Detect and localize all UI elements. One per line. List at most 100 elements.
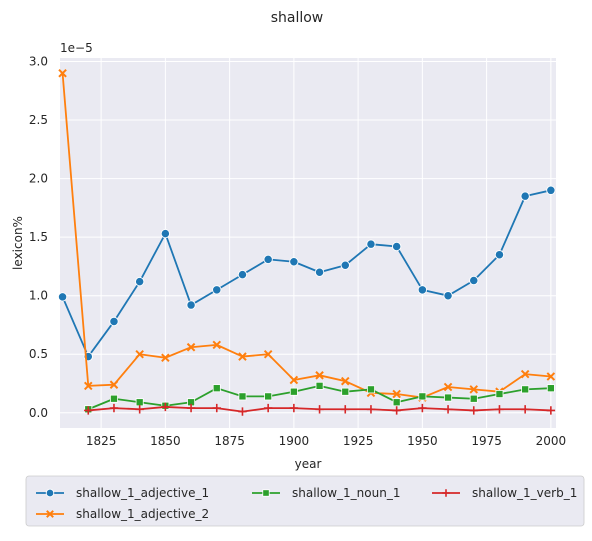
y-tick-label: 0.5 <box>29 347 48 361</box>
series-shallow_1_adjective_1 <box>57 185 556 362</box>
x-tick-label: 1825 <box>86 434 117 448</box>
data-point <box>418 403 427 413</box>
data-point <box>289 375 299 385</box>
data-point <box>289 403 299 413</box>
plot-background <box>60 58 556 428</box>
x-tick-label: 1850 <box>150 434 181 448</box>
data-point <box>366 239 376 249</box>
x-axis-label: year <box>295 457 322 471</box>
data-point <box>161 353 170 363</box>
data-point <box>263 403 273 413</box>
x-tick-label: 1950 <box>407 434 438 448</box>
legend-item: shallow_1_adjective_2 <box>36 507 209 521</box>
data-point <box>340 376 350 386</box>
data-point <box>469 406 478 415</box>
data-point <box>212 285 222 295</box>
data-point <box>109 316 119 327</box>
data-point <box>263 349 273 359</box>
legend-item: shallow_1_noun_1 <box>252 486 400 500</box>
data-point <box>392 406 401 415</box>
y-tick-label: 0.0 <box>29 406 48 420</box>
series-shallow_1_verb_1 <box>84 402 556 416</box>
data-point <box>315 381 324 390</box>
data-point <box>392 389 401 399</box>
data-point <box>186 403 196 413</box>
series-shallow_1_adjective_2 <box>58 68 556 402</box>
data-point <box>46 510 54 518</box>
data-point <box>546 185 556 195</box>
data-point <box>495 390 504 399</box>
data-point <box>469 275 479 286</box>
data-point <box>237 269 248 280</box>
data-point <box>520 405 530 414</box>
data-point <box>443 405 453 414</box>
data-point <box>520 369 530 379</box>
series-line <box>61 189 552 358</box>
data-point <box>469 385 479 394</box>
data-point <box>366 405 376 414</box>
data-point <box>212 403 221 413</box>
data-point <box>135 405 144 414</box>
data-point <box>262 489 270 497</box>
x-tick-label: 1975 <box>471 434 502 448</box>
data-point <box>315 371 324 380</box>
x-tick-label: 1925 <box>343 434 374 448</box>
data-point <box>392 241 402 252</box>
data-point <box>135 349 144 359</box>
data-point <box>238 392 247 401</box>
y-tick-label: 2.0 <box>29 172 48 186</box>
data-point <box>521 385 530 394</box>
data-point <box>341 405 350 414</box>
legend-item: shallow_1_adjective_1 <box>36 486 209 500</box>
data-point <box>495 405 504 414</box>
data-point <box>546 372 556 381</box>
data-point <box>340 260 350 270</box>
data-point <box>238 352 247 361</box>
grid <box>60 58 556 428</box>
data-point <box>84 406 93 415</box>
data-point <box>264 392 273 401</box>
data-point <box>263 254 273 265</box>
legend-item: shallow_1_verb_1 <box>432 486 577 500</box>
data-point <box>315 405 324 414</box>
legend-label: shallow_1_adjective_1 <box>76 486 209 500</box>
series-line <box>61 73 551 399</box>
data-point <box>212 340 222 350</box>
data-point <box>392 398 401 407</box>
x-axis-ticks: 1825 1850 1875 1900 1925 1950 1975 2000 <box>86 434 566 448</box>
y-axis-label: lexicon% <box>11 216 25 270</box>
data-point <box>57 292 68 302</box>
legend-label: shallow_1_adjective_2 <box>76 507 209 521</box>
data-point <box>109 403 119 413</box>
x-tick-label: 2000 <box>536 434 567 448</box>
y-axis-ticks: 0.0 0.5 1.0 1.5 2.0 2.5 3.0 <box>29 55 48 420</box>
data-point <box>469 394 478 403</box>
data-point <box>520 191 530 201</box>
data-point <box>443 291 453 301</box>
data-point <box>418 392 427 401</box>
data-point <box>546 406 556 415</box>
data-point <box>160 228 171 239</box>
data-point <box>314 267 325 277</box>
data-point <box>135 398 144 407</box>
data-point <box>417 285 428 295</box>
y-tick-label: 2.5 <box>29 113 48 127</box>
data-point <box>186 300 196 310</box>
data-point <box>45 488 55 498</box>
data-point <box>58 68 67 78</box>
data-point <box>186 342 196 352</box>
x-tick-label: 1875 <box>214 434 245 448</box>
data-point <box>135 276 145 287</box>
data-point <box>238 407 247 416</box>
data-point <box>341 387 350 396</box>
legend-frame <box>25 475 585 527</box>
data-point <box>289 257 299 267</box>
y-tick-label: 3.0 <box>29 55 48 69</box>
x-tick-label: 1900 <box>279 434 310 448</box>
data-point <box>442 489 450 497</box>
y-tick-label: 1.5 <box>29 230 48 244</box>
data-point <box>109 394 118 403</box>
data-point <box>366 385 375 394</box>
data-point <box>161 402 170 412</box>
